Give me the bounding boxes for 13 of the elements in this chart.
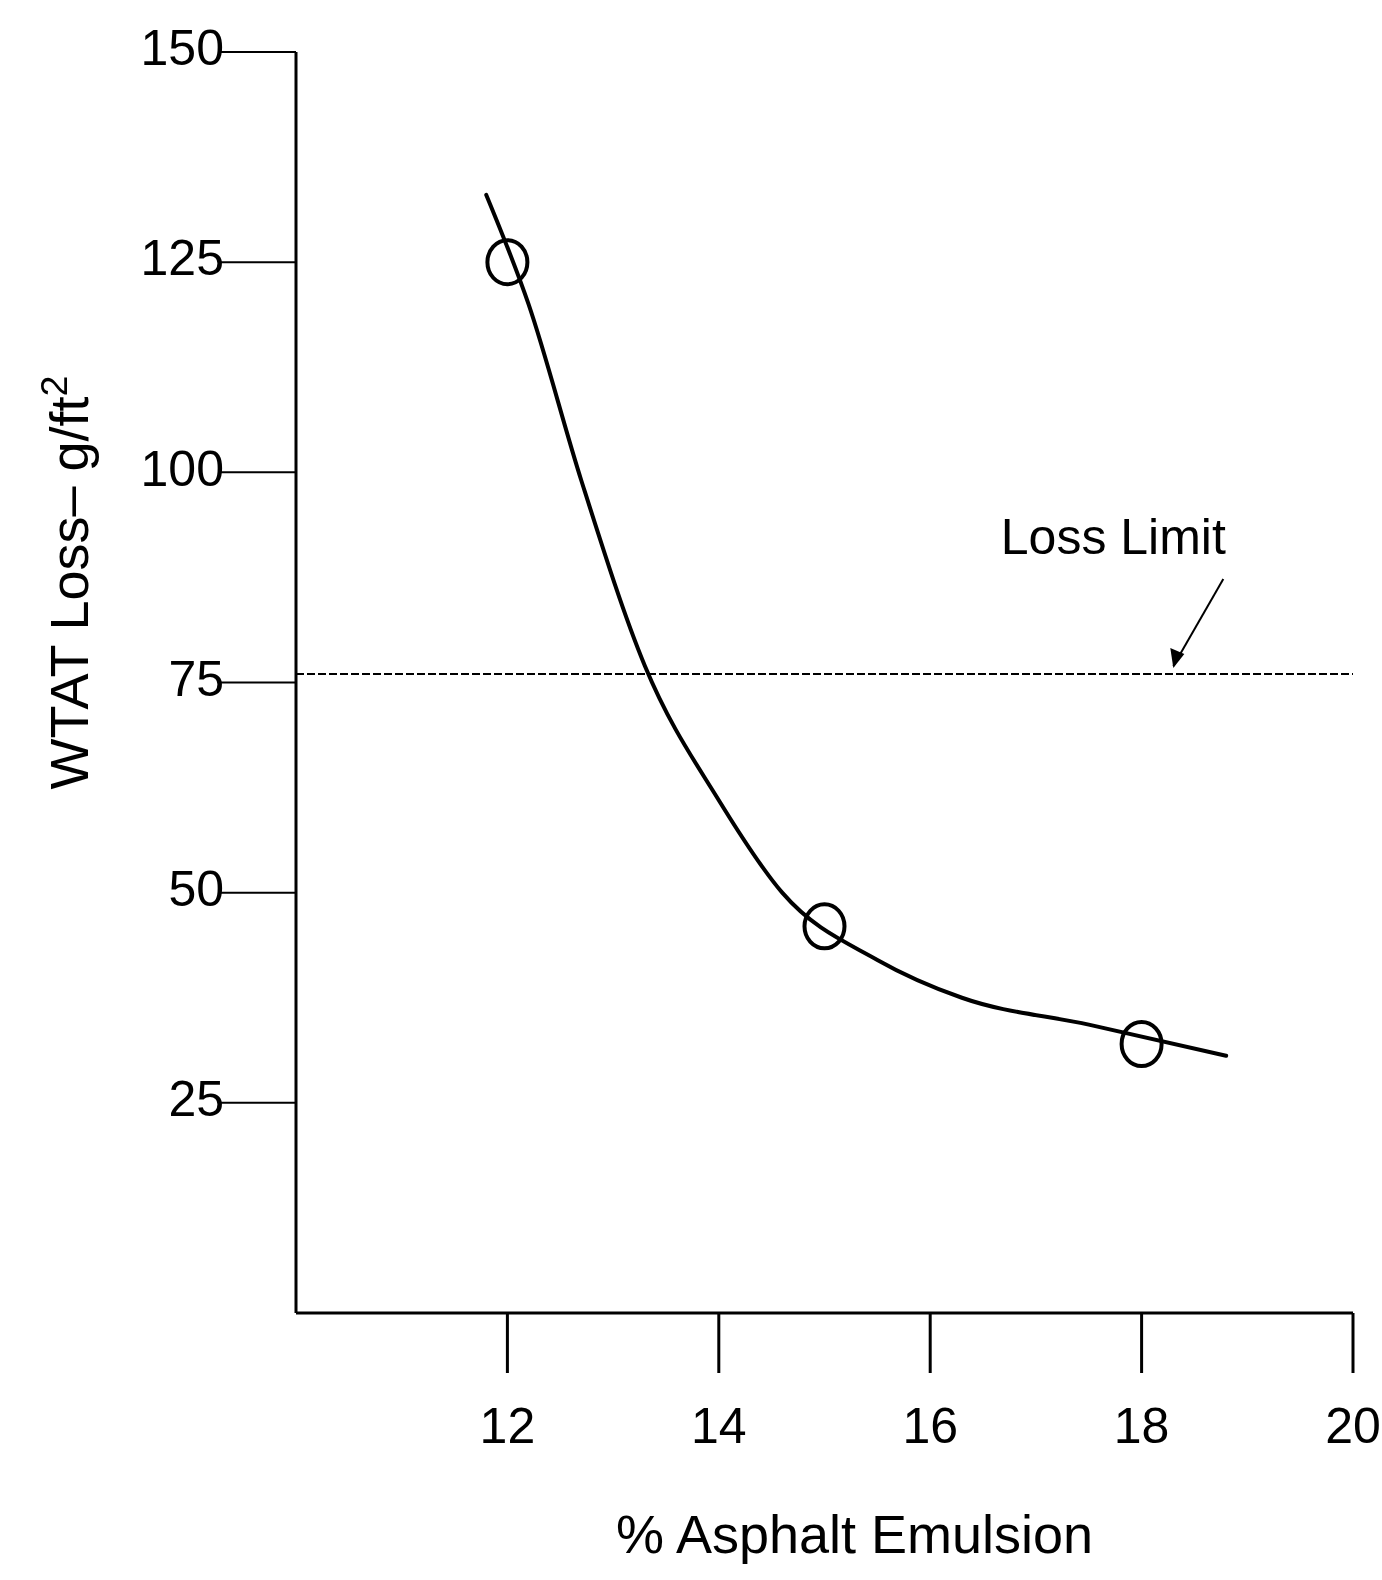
y-tick-label: 75 xyxy=(168,650,224,707)
x-axis-title: % Asphalt Emulsion xyxy=(615,1504,1094,1564)
y-tick-label: 150 xyxy=(140,20,224,77)
x-tick-label: 14 xyxy=(690,1398,747,1454)
y-tick-label: 125 xyxy=(140,230,224,287)
ref-line-label: Loss Limit xyxy=(1000,509,1226,566)
y-tick-label: 100 xyxy=(140,440,224,497)
x-tick-label: 20 xyxy=(1325,1398,1381,1454)
y-tick-label: 25 xyxy=(168,1071,224,1128)
x-tick-label: 18 xyxy=(1113,1398,1170,1454)
x-tick-label: 16 xyxy=(902,1398,959,1454)
x-tick-label: 12 xyxy=(479,1398,536,1454)
y-tick-label: 50 xyxy=(168,860,224,917)
